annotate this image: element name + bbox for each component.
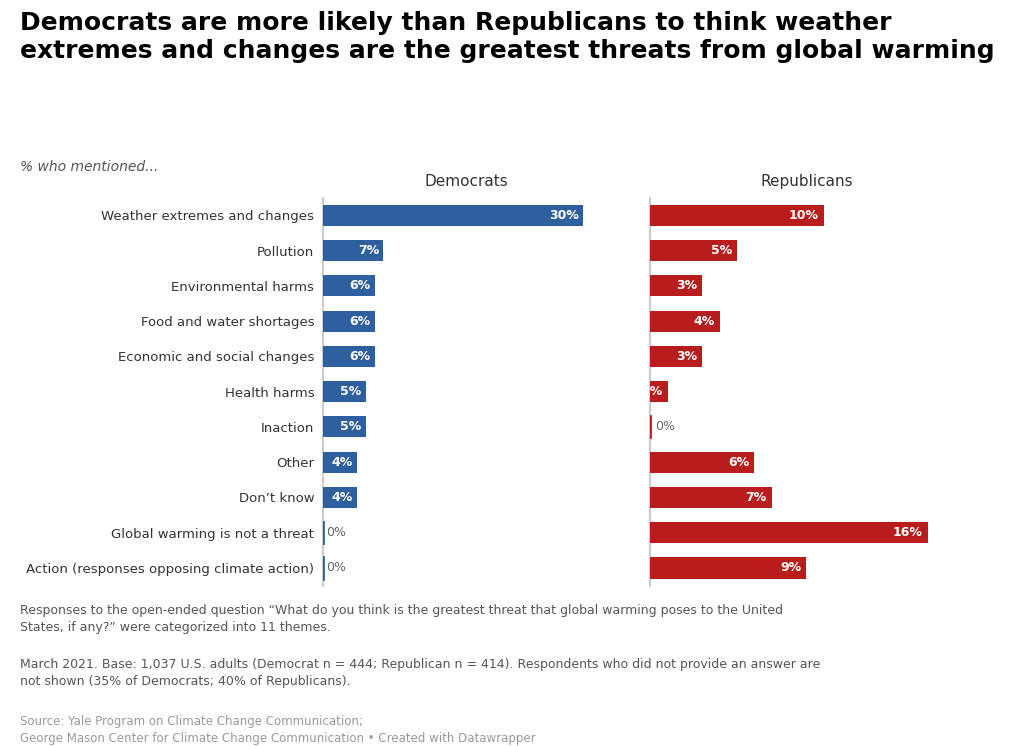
Bar — [650, 240, 737, 261]
Text: 1%: 1% — [641, 385, 663, 398]
Text: 6%: 6% — [728, 456, 750, 468]
Text: 7%: 7% — [357, 244, 379, 257]
Text: 0%: 0% — [326, 562, 346, 574]
Bar — [323, 275, 375, 296]
Text: 7%: 7% — [745, 491, 767, 504]
Bar — [323, 346, 375, 367]
Bar — [650, 451, 755, 473]
Text: 6%: 6% — [349, 279, 371, 292]
Text: Source: Yale Program on Climate Change Communication;
George Mason Center for Cl: Source: Yale Program on Climate Change C… — [20, 715, 537, 745]
Text: 16%: 16% — [893, 526, 923, 539]
Bar — [323, 310, 375, 332]
Text: 10%: 10% — [788, 209, 818, 222]
Text: 3%: 3% — [676, 279, 697, 292]
Bar — [323, 487, 357, 508]
Bar — [323, 416, 366, 437]
Text: 6%: 6% — [349, 315, 371, 327]
Bar — [323, 204, 584, 226]
Text: 3%: 3% — [676, 350, 697, 363]
Text: Democrats are more likely than Republicans to think weather
extremes and changes: Democrats are more likely than Republica… — [20, 11, 995, 63]
Text: 4%: 4% — [332, 456, 353, 468]
Text: 4%: 4% — [693, 315, 715, 327]
Text: 0%: 0% — [655, 421, 676, 433]
Text: 30%: 30% — [549, 209, 579, 222]
Text: 5%: 5% — [340, 421, 361, 433]
Text: % who mentioned...: % who mentioned... — [20, 160, 159, 175]
Text: 5%: 5% — [340, 385, 361, 398]
Text: Responses to the open-ended question “What do you think is the greatest threat t: Responses to the open-ended question “Wh… — [20, 604, 783, 634]
Bar — [650, 275, 702, 296]
Bar — [650, 487, 772, 508]
Bar — [650, 310, 720, 332]
Text: 9%: 9% — [780, 562, 801, 574]
Bar — [323, 240, 383, 261]
Text: Republicans: Republicans — [760, 174, 853, 189]
Text: 5%: 5% — [711, 244, 732, 257]
Bar — [323, 381, 366, 402]
Text: 0%: 0% — [326, 526, 346, 539]
Bar — [650, 557, 807, 579]
Bar — [650, 204, 823, 226]
Bar — [323, 451, 357, 473]
Text: March 2021. Base: 1,037 U.S. adults (Democrat n = 444; Republican n = 414). Resp: March 2021. Base: 1,037 U.S. adults (Dem… — [20, 658, 820, 688]
Text: 6%: 6% — [349, 350, 371, 363]
Text: 4%: 4% — [332, 491, 353, 504]
Bar — [650, 381, 668, 402]
Bar — [650, 346, 702, 367]
Bar — [650, 522, 928, 543]
Text: Democrats: Democrats — [424, 174, 508, 189]
